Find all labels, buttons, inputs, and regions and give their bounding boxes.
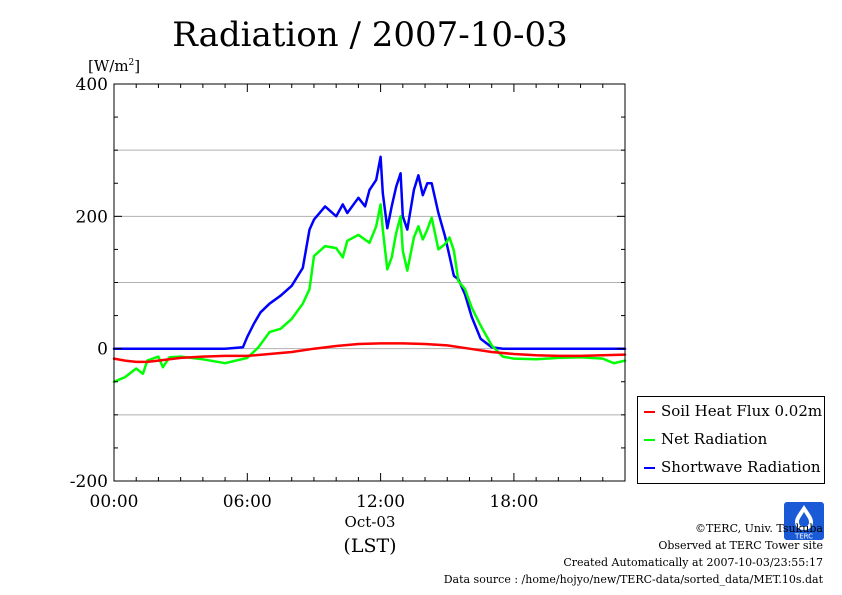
legend-item-net-radiation: Net Radiation xyxy=(644,429,767,449)
series-line-soil-heat-flux-0-02m xyxy=(112,342,627,364)
legend-item-soil-heat-flux: Soil Heat Flux 0.02m xyxy=(644,401,822,421)
legend-item-shortwave-radiation: Shortwave Radiation xyxy=(644,457,821,477)
x-timezone-label: (LST) xyxy=(343,535,396,557)
footer-created: Created Automatically at 2007-10-03/23:5… xyxy=(563,556,823,569)
legend-label: Shortwave Radiation xyxy=(661,458,821,476)
chart-title: Radiation / 2007-10-03 xyxy=(172,15,568,55)
legend-label: Net Radiation xyxy=(661,430,768,448)
x-tick-label: 06:00 xyxy=(223,492,272,512)
x-tick-label: 00:00 xyxy=(90,492,139,512)
y-axis-unit: [W/m2] xyxy=(88,57,140,75)
legend-label: Soil Heat Flux 0.02m xyxy=(661,402,823,420)
series-lines xyxy=(112,155,627,384)
legend-swatch-red xyxy=(644,411,655,413)
chart-legend: Soil Heat Flux 0.02m Net Radiation Short… xyxy=(637,396,825,484)
x-axis: 00:00 06:00 12:00 18:00 xyxy=(90,84,626,512)
x-tick-label: 18:00 xyxy=(489,492,538,512)
legend-swatch-green xyxy=(644,439,655,441)
footer-source: Data source : /home/hojyo/new/TERC-data/… xyxy=(443,573,823,586)
footer-copyright: ©TERC, Univ. Tsukuba xyxy=(694,522,823,535)
footer-observed: Observed at TERC Tower site xyxy=(658,539,823,552)
y-tick-label: -200 xyxy=(70,472,108,492)
y-tick-label: 400 xyxy=(76,75,108,95)
legend-swatch-blue xyxy=(644,467,655,469)
x-date-label: Oct-03 xyxy=(345,513,396,531)
series-line-net-radiation xyxy=(112,203,627,384)
x-tick-label: 12:00 xyxy=(356,492,405,512)
y-tick-label: 200 xyxy=(76,207,108,227)
series-line-shortwave-radiation xyxy=(112,155,627,350)
y-axis: -200 0 200 400 xyxy=(70,75,625,492)
terc-logo-icon: TERC xyxy=(784,502,824,540)
svg-text:TERC: TERC xyxy=(794,533,813,541)
y-tick-label: 0 xyxy=(97,340,108,360)
